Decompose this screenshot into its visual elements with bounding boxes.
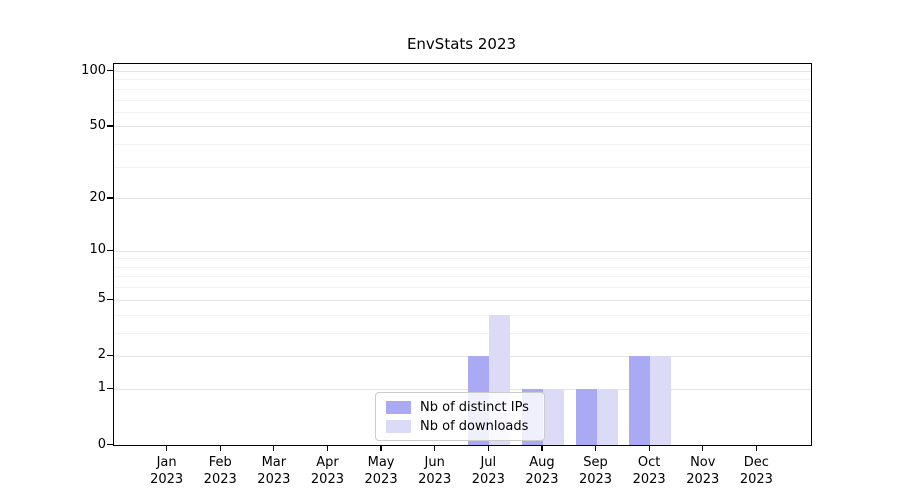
x-axis-tick xyxy=(219,445,221,452)
gridline-minor xyxy=(114,99,811,101)
x-axis-tick xyxy=(648,445,650,452)
x-tick-label-jun: Jun 2023 xyxy=(418,455,452,487)
x-axis-tick xyxy=(326,445,329,452)
bar-sep-nb-of-distinct-ips xyxy=(575,388,597,445)
y-tick-label: 2 xyxy=(97,347,106,363)
bar-oct-nb-of-downloads xyxy=(650,355,672,445)
gridline-minor xyxy=(114,166,811,168)
gridline-major xyxy=(114,250,811,252)
legend-item-distinct-ips: Nb of distinct IPs xyxy=(376,398,544,417)
legend-item-downloads: Nb of downloads xyxy=(376,417,544,436)
gridline-major xyxy=(114,71,811,72)
legend-label-distinct-ips: Nb of distinct IPs xyxy=(420,399,529,415)
x-tick-label-jul: Jul 2023 xyxy=(471,455,505,487)
x-axis-tick xyxy=(541,445,543,452)
gridline-minor xyxy=(114,111,811,113)
bar-sep-nb-of-downloads xyxy=(596,388,618,445)
x-tick-label-dec: Dec 2023 xyxy=(739,455,773,487)
x-tick-label-apr: Apr 2023 xyxy=(310,455,344,487)
x-axis-tick xyxy=(755,445,758,452)
x-axis-tick xyxy=(434,445,436,452)
bar-aug-nb-of-downloads xyxy=(542,388,564,445)
x-axis-tick xyxy=(165,445,168,452)
y-axis-tick xyxy=(107,354,113,357)
legend: Nb of distinct IPs Nb of downloads xyxy=(375,392,545,441)
gridline-minor xyxy=(114,144,811,146)
y-axis-tick xyxy=(107,70,113,72)
plot-area: Nb of distinct IPs Nb of downloads xyxy=(113,63,812,446)
y-tick-label: 1 xyxy=(97,380,106,396)
x-tick-label-jan: Jan 2023 xyxy=(150,455,184,487)
gridline-minor xyxy=(114,88,811,90)
y-tick-label: 10 xyxy=(89,242,106,258)
x-axis-tick xyxy=(273,445,275,452)
y-tick-label: 0 xyxy=(97,436,106,452)
gridline-major xyxy=(114,388,811,390)
x-tick-label-mar: Mar 2023 xyxy=(257,455,291,487)
y-tick-label: 50 xyxy=(89,117,106,133)
x-axis-tick xyxy=(702,445,704,452)
gridline-major xyxy=(114,198,811,200)
y-axis-tick xyxy=(107,125,113,127)
gridline-major xyxy=(114,355,811,357)
gridline-minor xyxy=(114,266,811,268)
x-axis-tick xyxy=(594,445,597,452)
bar-oct-nb-of-distinct-ips xyxy=(629,355,651,445)
legend-label-downloads: Nb of downloads xyxy=(420,418,529,434)
y-axis-tick xyxy=(107,387,113,390)
gridline-major xyxy=(114,126,811,128)
x-tick-label-feb: Feb 2023 xyxy=(203,455,237,487)
gridline-minor xyxy=(114,287,811,289)
y-axis-tick xyxy=(107,197,113,199)
y-axis-tick xyxy=(107,249,113,251)
y-tick-label: 20 xyxy=(89,189,106,205)
y-axis-tick xyxy=(107,298,113,301)
gridline-minor xyxy=(114,332,811,334)
y-axis-tick xyxy=(107,444,113,446)
gridline-minor xyxy=(114,276,811,278)
x-axis-tick xyxy=(380,445,382,452)
x-tick-label-may: May 2023 xyxy=(364,455,398,487)
gridline-minor xyxy=(114,79,811,81)
y-tick-label: 5 xyxy=(97,291,106,307)
x-tick-label-nov: Nov 2023 xyxy=(686,455,720,487)
gridline-minor xyxy=(114,314,811,316)
y-tick-label: 100 xyxy=(81,62,106,78)
chart-title: EnvStats 2023 xyxy=(406,35,517,53)
x-tick-label-oct: Oct 2023 xyxy=(632,455,666,487)
gridline-minor xyxy=(114,258,811,260)
x-tick-label-sep: Sep 2023 xyxy=(578,455,613,487)
x-tick-label-aug: Aug 2023 xyxy=(525,455,559,487)
gridline-major xyxy=(114,299,811,301)
legend-swatch-downloads xyxy=(386,419,411,433)
legend-swatch-distinct-ips xyxy=(386,400,411,414)
x-axis-tick xyxy=(487,445,489,452)
